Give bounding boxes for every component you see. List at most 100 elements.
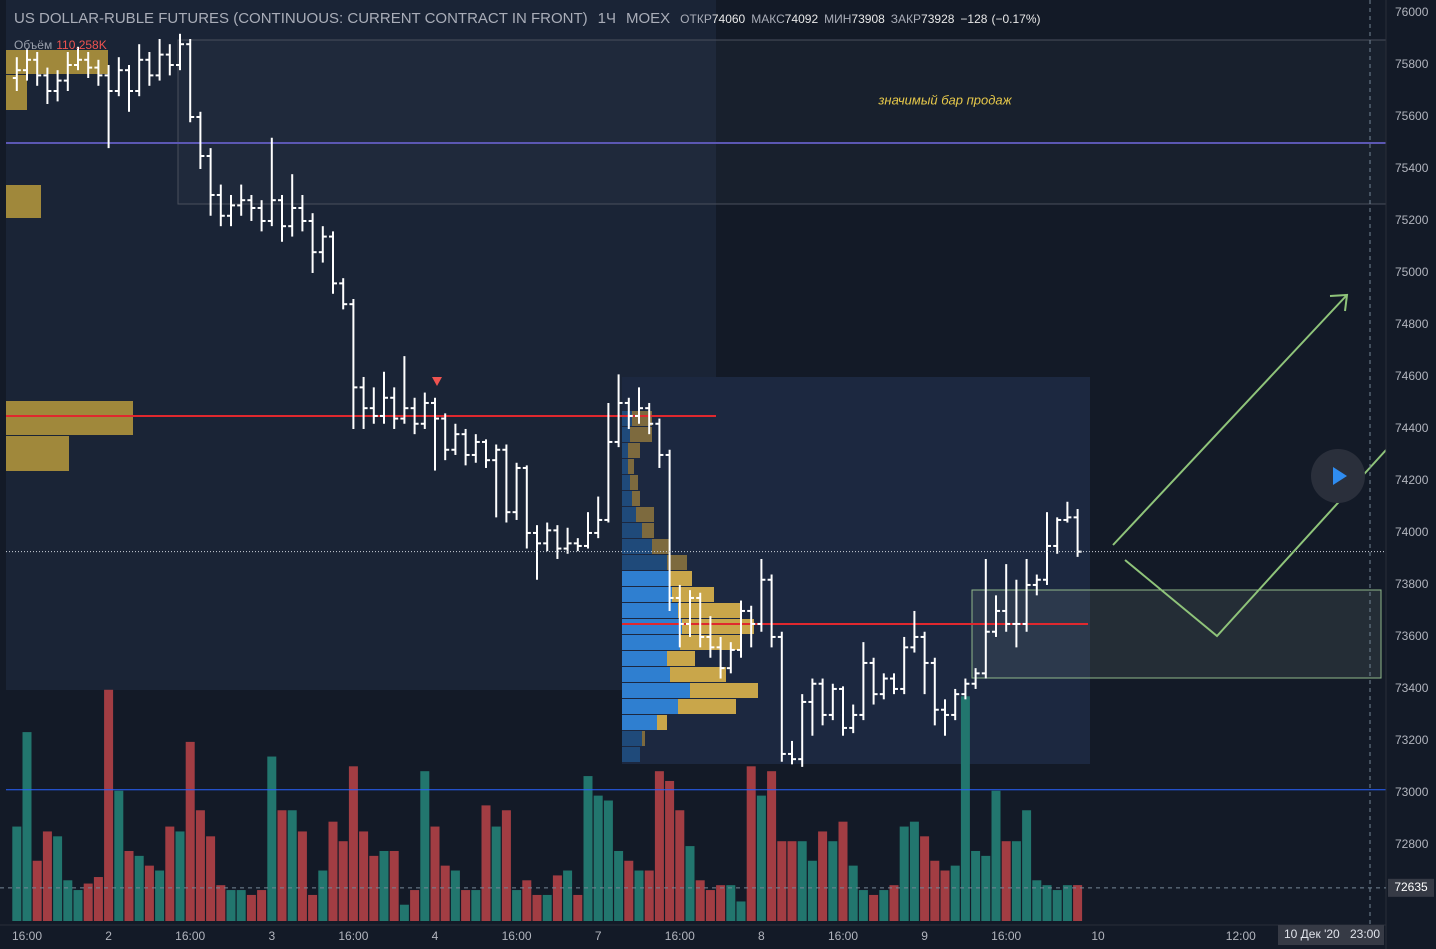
y-tick-label: 74400: [1395, 421, 1429, 435]
volume-bar: [338, 841, 348, 921]
volume-bar: [399, 904, 409, 921]
path-down-up: [1124, 449, 1387, 638]
x-tick-label: 16:00: [991, 929, 1021, 943]
volume-bar: [134, 855, 144, 921]
volume-bar: [981, 855, 991, 921]
change-percent: (−0.17%): [991, 12, 1041, 26]
volume-bar: [879, 890, 889, 921]
volume-bar: [552, 875, 562, 921]
volume-bar: [971, 850, 981, 921]
volume-bar: [297, 831, 307, 921]
price-axis-bg: [1386, 0, 1436, 949]
volume-bar: [716, 885, 726, 921]
y-tick-label: 75000: [1395, 265, 1429, 279]
volume-bar: [12, 826, 22, 921]
x-tick-label: 16:00: [502, 929, 532, 943]
x-tick-label: 16:00: [338, 929, 368, 943]
volume-bar: [430, 826, 440, 921]
x-tick-label: 16:00: [828, 929, 858, 943]
volume-bar: [563, 870, 573, 921]
legend-header: US DOLLAR-RUBLE FUTURES (CONTINUOUS: CUR…: [14, 10, 1044, 27]
profile-row: [622, 715, 657, 730]
y-tick-label: 73000: [1395, 785, 1429, 799]
interval[interactable]: 1Ч: [597, 10, 616, 27]
profile-row: [622, 411, 632, 426]
exchange: MOEX: [625, 10, 671, 27]
volume-bar: [379, 850, 389, 921]
profile-row: [670, 667, 726, 682]
profile-row: [636, 507, 654, 522]
volume-bar: [940, 870, 950, 921]
volume-bar: [665, 780, 675, 921]
volume-value: 110.258K: [56, 38, 107, 52]
y-tick-label: 75400: [1395, 161, 1429, 175]
volume-bar: [1022, 810, 1032, 921]
volume-bar: [532, 894, 542, 921]
volume-bar: [93, 877, 103, 921]
profile-row: [657, 715, 667, 730]
x-tick-label: 12:00: [1226, 929, 1256, 943]
volume-bar: [695, 880, 705, 921]
target-box: [971, 589, 1382, 679]
volume-bar: [644, 870, 654, 921]
profile-row: [622, 459, 628, 474]
volume-bar: [155, 870, 165, 921]
volume-bar: [42, 831, 52, 921]
volume-bar: [124, 850, 134, 921]
profile-row: [667, 555, 687, 570]
volume-bar: [889, 885, 899, 921]
volume-bar: [858, 890, 868, 921]
volume-bar: [1032, 880, 1042, 921]
volume-bar: [277, 810, 287, 921]
crosshair-price: 72635: [1394, 880, 1428, 894]
signal-marker: [432, 377, 442, 386]
volume-bar: [1062, 885, 1072, 921]
volume-bar: [654, 771, 664, 921]
volume-bar: [175, 831, 185, 921]
volume-bar: [246, 894, 256, 921]
profile-row: [632, 411, 652, 426]
profile-row: [622, 731, 642, 746]
volume-bar: [491, 826, 501, 921]
volume-bar: [318, 870, 328, 921]
profile-row: [622, 587, 672, 602]
volume-bar: [787, 841, 797, 921]
profile-row: [622, 491, 632, 506]
x-tick-label: 16:00: [12, 929, 42, 943]
y-tick-label: 75600: [1395, 109, 1429, 123]
volume-bar: [736, 901, 746, 921]
low-value: 73908: [851, 12, 885, 26]
volume-bar: [797, 841, 807, 921]
arrow-up: [1112, 295, 1347, 546]
profile-row: [630, 475, 638, 490]
volume-bar: [756, 795, 766, 921]
profile-row: [642, 731, 645, 746]
volume-bar: [828, 841, 838, 921]
y-tick-label: 76000: [1395, 5, 1429, 19]
volume-bar: [726, 885, 736, 921]
profile-row: [622, 523, 642, 538]
volume-bar: [206, 836, 216, 921]
high-value: 74092: [784, 12, 819, 26]
open-label: ОТКР: [680, 12, 712, 26]
volume-bar: [593, 795, 603, 921]
volume-bar: [705, 890, 715, 921]
profile-row: [622, 747, 640, 762]
volume-bar: [185, 741, 195, 921]
profile-row: [622, 427, 630, 442]
x-tick-label: 2: [105, 929, 112, 943]
volume-bar: [440, 865, 450, 921]
volume-bar: [777, 841, 787, 921]
volume-bar: [328, 821, 338, 921]
volume-bar: [389, 850, 399, 921]
y-tick-label: 73400: [1395, 681, 1429, 695]
profile-row: [682, 619, 754, 634]
volume-bar: [614, 850, 624, 921]
profile-row: [622, 619, 682, 634]
volume-legend: Объём 110.258K: [14, 38, 107, 52]
profile-box: [6, 185, 41, 218]
volume-bar: [807, 860, 817, 921]
x-tick-label: 10: [1091, 929, 1105, 943]
volume-bar: [899, 826, 909, 921]
